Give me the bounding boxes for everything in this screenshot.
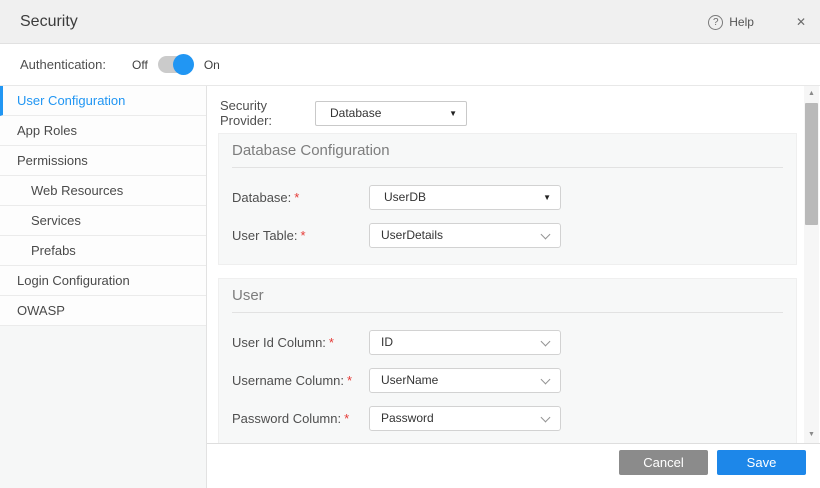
toggle-off-label: Off	[132, 57, 148, 72]
sidebar-item-login-configuration[interactable]: Login Configuration	[0, 266, 206, 296]
help-button[interactable]: ? Help	[708, 14, 754, 30]
database-value: UserDB	[384, 190, 427, 204]
chevron-down-icon	[540, 412, 551, 423]
section-title-user: User	[232, 279, 783, 313]
section-title-database-configuration: Database Configuration	[232, 134, 783, 168]
scroll-up-icon[interactable]: ▲	[808, 90, 815, 97]
field-row-username-column: Username Column: * UserName	[232, 368, 783, 393]
chevron-down-icon	[540, 374, 551, 385]
user-table-value: UserDetails	[381, 228, 444, 242]
password-column-select[interactable]: Password	[369, 406, 561, 431]
field-row-user-table: User Table: * UserDetails	[232, 223, 783, 248]
scrollbar-thumb[interactable]	[805, 103, 818, 225]
required-asterisk: *	[344, 411, 350, 426]
chevron-down-icon	[540, 229, 551, 240]
dropdown-arrow-icon: ▼	[543, 193, 551, 202]
username-column-select[interactable]: UserName	[369, 368, 561, 393]
toggle-knob	[172, 54, 194, 75]
required-asterisk: *	[347, 373, 353, 388]
security-provider-row: Security Provider: Database ▼	[220, 98, 467, 128]
header-actions: ? Help ✕	[708, 0, 806, 44]
sidebar-item-prefabs[interactable]: Prefabs	[0, 236, 206, 266]
save-button[interactable]: Save	[717, 450, 806, 475]
settings-sidebar: User Configuration App Roles Permissions…	[0, 86, 207, 488]
sidebar-item-owasp[interactable]: OWASP	[0, 296, 206, 326]
dropdown-arrow-icon: ▼	[449, 108, 457, 118]
chevron-down-icon	[540, 336, 551, 347]
required-asterisk: *	[294, 190, 300, 205]
required-asterisk: *	[300, 228, 306, 243]
security-provider-value: Database	[330, 105, 382, 120]
password-column-value: Password	[381, 411, 434, 425]
username-column-value: UserName	[381, 373, 439, 387]
authentication-label: Authentication:	[20, 57, 107, 72]
scroll-down-icon[interactable]: ▼	[808, 431, 815, 438]
authentication-toggle[interactable]	[157, 54, 194, 75]
sidebar-item-app-roles[interactable]: App Roles	[0, 116, 206, 146]
field-row-user-id-column: User Id Column: * ID	[232, 330, 783, 355]
security-provider-select[interactable]: Database ▼	[315, 100, 467, 126]
user-id-column-label: User Id Column: *	[232, 335, 334, 350]
footer-actions: Cancel Save	[207, 444, 820, 488]
main-content: Security Provider: Database ▼ Database C…	[207, 86, 820, 444]
user-section: User User Id Column: * ID Username Column…	[218, 278, 797, 443]
close-icon[interactable]: ✕	[795, 15, 806, 29]
password-column-label: Password Column: *	[232, 411, 350, 426]
required-asterisk: *	[328, 335, 334, 350]
user-id-column-value: ID	[381, 335, 393, 349]
toggle-on-label: On	[203, 57, 220, 72]
sidebar-item-web-resources[interactable]: Web Resources	[0, 176, 206, 206]
user-table-select[interactable]: UserDetails	[369, 223, 561, 248]
database-label: Database: *	[232, 190, 300, 205]
field-row-database: Database: * UserDB ▼	[232, 185, 783, 210]
sidebar-item-permissions[interactable]: Permissions	[0, 146, 206, 176]
cancel-button[interactable]: Cancel	[619, 450, 708, 475]
database-configuration-section: Database Configuration Database: * UserDB…	[218, 133, 797, 265]
sidebar-item-services[interactable]: Services	[0, 206, 206, 236]
field-row-password-column: Password Column: * Password	[232, 406, 783, 431]
help-icon: ?	[708, 14, 724, 30]
database-select[interactable]: UserDB ▼	[369, 185, 561, 210]
vertical-scrollbar[interactable]: ▲ ▼	[804, 86, 819, 443]
page-title: Security	[20, 12, 78, 30]
user-id-column-select[interactable]: ID	[369, 330, 561, 355]
sidebar-item-user-configuration[interactable]: User Configuration	[0, 86, 206, 116]
username-column-label: Username Column: *	[232, 373, 353, 388]
security-provider-label: Security Provider:	[220, 98, 273, 128]
authentication-bar: Authentication: Off On	[0, 44, 820, 86]
help-label: Help	[729, 15, 754, 29]
user-table-label: User Table: *	[232, 228, 306, 243]
dialog-header: Security ? Help ✕	[0, 0, 820, 44]
